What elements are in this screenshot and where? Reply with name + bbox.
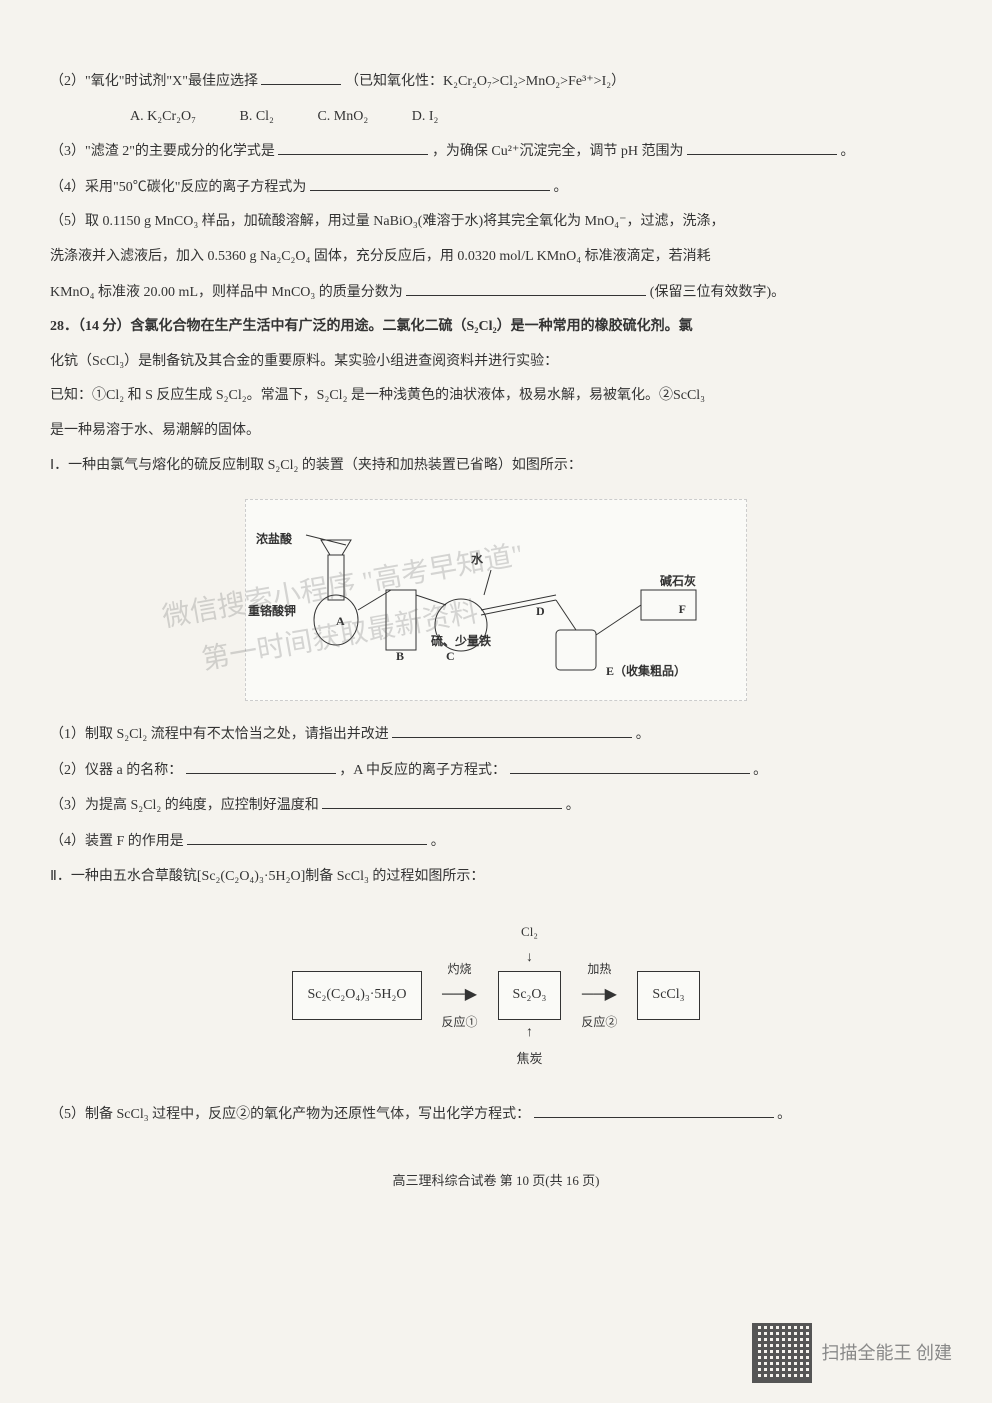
q3: （3）"滤渣 2"的主要成分的化学式是 ，为确保 Cu²⁺沉淀完全，调节 pH … — [50, 138, 942, 166]
q28-sub4: （4）装置 F 的作用是 。 — [50, 828, 942, 856]
arrow-right-icon: ──▶ — [582, 980, 617, 1010]
q5-l3-pre: KMnO₄ 标准液 20.00 mL，则样品中 MnCO₃ 的质量分数为 — [50, 285, 403, 300]
page-footer: 高三理科综合试卷 第 10 页(共 16 页) — [50, 1169, 942, 1194]
opt-d[interactable]: D. I₂ — [412, 109, 439, 124]
sub1-blank[interactable] — [392, 721, 632, 738]
q4: （4）采用"50℃碳化"反应的离子方程式为 。 — [50, 174, 942, 202]
flow-coke: 焦炭 — [516, 1047, 542, 1072]
sub2-blank1[interactable] — [186, 757, 336, 774]
scan-credit: 扫描全能王 创建 — [752, 1323, 953, 1383]
q5-l2: 洗涤液并入滤液后，加入 0.5360 g Na₂C₂O₄ 固体，充分反应后，用 … — [50, 244, 942, 271]
label-f: F — [679, 598, 686, 621]
q28-head2: 化钪（ScCl₃）是制备钪及其合金的重要原料。某实验小组进查阅资料并进行实验： — [50, 349, 942, 376]
q2-blank[interactable] — [261, 68, 341, 85]
label-sulfur: 硫、少量铁 — [431, 630, 491, 653]
scan-text: 扫描全能王 创建 — [822, 1336, 953, 1370]
q3-blank2[interactable] — [687, 138, 837, 155]
label-hcl: 浓盐酸 — [256, 528, 292, 551]
label-b: B — [396, 645, 404, 668]
q28-sub2: （2）仪器 a 的名称： ，A 中反应的离子方程式： 。 — [50, 757, 942, 785]
q4-blank[interactable] — [310, 174, 550, 191]
sub3-pre: （3）为提高 S₂Cl₂ 的纯度，应控制好温度和 — [50, 798, 319, 813]
q5-l3-post: (保留三位有效数字)。 — [650, 285, 785, 300]
a2-top: 加热 — [587, 958, 611, 981]
q3-post: 。 — [840, 144, 854, 159]
label-d: D — [536, 600, 545, 623]
q3-pre: （3）"滤渣 2"的主要成分的化学式是 — [50, 144, 275, 159]
arrow-down-icon: ↓ — [526, 945, 533, 972]
q5-l3: KMnO₄ 标准液 20.00 mL，则样品中 MnCO₃ 的质量分数为 (保留… — [50, 279, 942, 307]
q28-sub1: （1）制取 S₂Cl₂ 流程中有不太恰当之处，请指出并改进 。 — [50, 721, 942, 749]
q3-blank1[interactable] — [278, 138, 428, 155]
sub2-mid: ，A 中反应的离子方程式： — [339, 763, 506, 778]
arrow-up-icon: ↑ — [526, 1020, 533, 1047]
q28-known1: 已知：①Cl₂ 和 S 反应生成 S₂Cl₂。常温下，S₂Cl₂ 是一种浅黄色的… — [50, 383, 942, 410]
q2-post: （已知氧化性：K₂Cr₂O₇>Cl₂>MnO₂>Fe³⁺>I₂） — [345, 74, 625, 89]
sub5-blank[interactable] — [534, 1101, 774, 1118]
sub4-pre: （4）装置 F 的作用是 — [50, 834, 184, 849]
sub1-post: 。 — [636, 727, 650, 742]
flow-arrow2: 加热 ──▶ 反应② — [569, 958, 629, 1034]
q3-mid: ，为确保 Cu²⁺沉淀完全，调节 pH 范围为 — [432, 144, 684, 159]
flow-box2: Sc₂O₃ — [498, 971, 562, 1020]
a2-bot: 反应② — [581, 1011, 617, 1034]
sub5-post: 。 — [777, 1107, 791, 1122]
apparatus-diagram: 浓盐酸 重铬酸钾 A B 水 C D 硫、少量铁 碱石灰 F E（收集粗品） — [245, 499, 747, 701]
label-a: A — [336, 610, 345, 633]
q28-part1: Ⅰ．一种由氯气与熔化的硫反应制取 S₂Cl₂ 的装置（夹持和加热装置已省略）如图… — [50, 453, 942, 480]
q28-sub5: （5）制备 ScCl₃ 过程中，反应②的氧化产物为还原性气体，写出化学方程式： … — [50, 1101, 942, 1129]
q2-options: A. K₂Cr₂O₇ B. Cl₂ C. MnO₂ D. I₂ — [50, 104, 942, 131]
sub5-pre: （5）制备 ScCl₃ 过程中，反应②的氧化产物为还原性气体，写出化学方程式： — [50, 1107, 530, 1122]
flow-arrow1: 灼烧 ──▶ 反应① — [430, 958, 490, 1034]
a1-bot: 反应① — [442, 1011, 478, 1034]
q28-head: 28．（14 分）含氯化合物在生产生活中有广泛的用途。二氯化二硫（S₂Cl₂）是… — [50, 314, 942, 341]
label-water: 水 — [471, 548, 483, 571]
flow-box3: ScCl₃ — [637, 971, 699, 1020]
q5-l1: （5）取 0.1150 g MnCO₃ 样品，加硫酸溶解，用过量 NaBiO₃(… — [50, 209, 942, 236]
sub2-post: 。 — [753, 763, 767, 778]
opt-c[interactable]: C. MnO₂ — [317, 109, 368, 124]
opt-a[interactable]: A. K₂Cr₂O₇ — [130, 109, 196, 124]
opt-b[interactable]: B. Cl₂ — [239, 109, 273, 124]
q5-blank[interactable] — [406, 279, 646, 296]
sub2-blank2[interactable] — [510, 757, 750, 774]
sub2-pre: （2）仪器 a 的名称： — [50, 763, 182, 778]
label-lime: 碱石灰 — [660, 570, 696, 593]
qr-icon — [752, 1323, 812, 1383]
q28-part2: Ⅱ．一种由五水合草酸钪[Sc₂(C₂O₄)₃·5H₂O]制备 ScCl₃ 的过程… — [50, 864, 942, 891]
flow-center: Cl₂ ↓ Sc₂O₃ ↑ 焦炭 — [498, 920, 562, 1071]
sub4-post: 。 — [431, 834, 445, 849]
sub3-post: 。 — [566, 798, 580, 813]
sub4-blank[interactable] — [187, 828, 427, 845]
q2-pre: （2）"氧化"时试剂"X"最佳应选择 — [50, 74, 258, 89]
a1-top: 灼烧 — [448, 958, 472, 981]
label-k2cr2o7: 重铬酸钾 — [248, 600, 296, 623]
arrow-right-icon: ──▶ — [442, 980, 477, 1010]
q4-post: 。 — [553, 180, 567, 195]
sub1-pre: （1）制取 S₂Cl₂ 流程中有不太恰当之处，请指出并改进 — [50, 727, 389, 742]
q4-pre: （4）采用"50℃碳化"反应的离子方程式为 — [50, 180, 306, 195]
flow-cl2: Cl₂ — [521, 920, 538, 945]
q28-known2: 是一种易溶于水、易潮解的固体。 — [50, 418, 942, 445]
label-e: E（收集粗品） — [606, 660, 686, 683]
flow-box1: Sc₂(C₂O₄)₃·5H₂O — [292, 971, 421, 1020]
flow-diagram: Sc₂(C₂O₄)₃·5H₂O 灼烧 ──▶ 反应① Cl₂ ↓ Sc₂O₃ ↑… — [50, 920, 942, 1071]
q2-stem: （2）"氧化"时试剂"X"最佳应选择 （已知氧化性：K₂Cr₂O₇>Cl₂>Mn… — [50, 68, 942, 96]
sub3-blank[interactable] — [322, 792, 562, 809]
q28-sub3: （3）为提高 S₂Cl₂ 的纯度，应控制好温度和 。 — [50, 792, 942, 820]
